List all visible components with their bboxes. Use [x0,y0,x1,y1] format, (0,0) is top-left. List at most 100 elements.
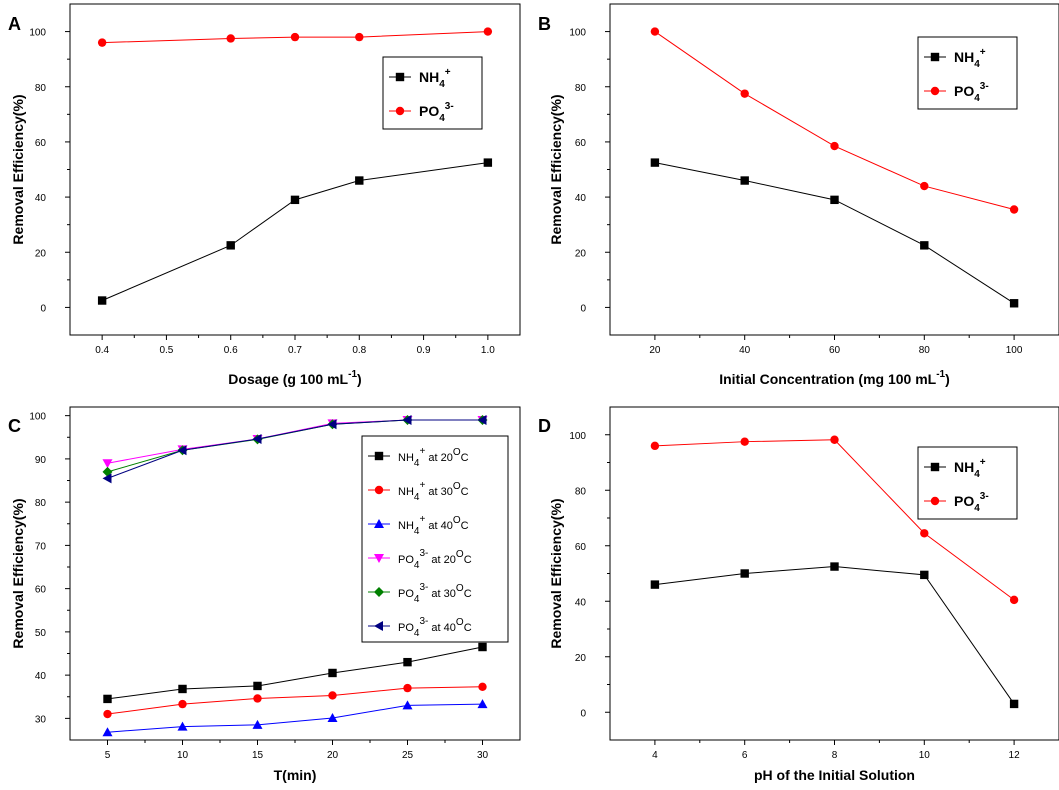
x-tick-label: 10 [919,750,931,761]
y-tick-label: 60 [35,138,47,149]
data-point [403,657,412,667]
x-axis-label: Dosage (g 100 mL-1) [228,369,361,387]
legend-label: NH4+ at 40OC [398,514,469,537]
x-tick-label: 0.5 [159,345,173,356]
data-point [403,683,412,693]
legend-box [382,56,483,130]
data-point [830,435,839,444]
x-tick-label: 5 [105,750,111,761]
chart-panel-b: 20 40 60 80 100 0 20 40 60 80 100 B Removal Efficien… [538,3,1059,387]
data-point [740,176,749,185]
data-point [178,684,187,694]
panel-label: D [538,416,551,436]
data-point [1009,205,1019,214]
y-axis-label: Removal Efficiency(%) [10,94,26,244]
data-point [650,158,660,167]
data-point [1009,595,1019,605]
y-tick-label: 60 [35,585,47,596]
legend-marker [374,519,384,528]
y-tick-label: 100 [569,431,586,442]
y-tick-label: 40 [35,193,47,204]
legend-label: PO43- [954,491,989,514]
legend: NH4+ at 20OC NH4+ at 30OC NH4+ at 40OC PO43… [361,435,509,643]
legend-label: PO43- at 40OC [398,616,472,639]
data-point [177,721,188,731]
legend-label: PO43- at 20OC [398,548,472,571]
series-line [107,703,483,733]
data-point [355,32,364,42]
x-tick-label: 0.7 [288,345,302,356]
data-point [102,727,113,737]
data-point [477,414,487,425]
x-tick-label: 0.6 [224,345,238,356]
data-point [253,681,262,691]
legend: NH4+ PO43- [917,446,1018,520]
legend-marker [395,106,405,116]
y-tick-label: 100 [569,28,586,39]
data-point [920,529,929,538]
legend-marker [374,587,384,597]
y-tick-label: 50 [35,628,47,639]
data-point [402,700,413,710]
series-line [654,162,1015,304]
data-point [920,181,929,191]
y-tick-label: 20 [575,248,587,259]
series-1 [650,27,1019,214]
x-axis-label: T(min) [274,767,317,783]
y-tick-label: 20 [35,248,47,259]
x-tick-label: 60 [829,345,841,356]
y-axis-label: Removal Efficiency(%) [548,498,564,648]
series-line [654,566,1015,705]
data-point [920,241,929,250]
y-tick-label: 70 [35,541,47,552]
series-0 [103,642,487,704]
data-point [830,562,839,571]
data-point [483,158,493,167]
legend-marker [374,554,384,563]
x-tick-label: 0.9 [417,345,431,356]
legend-label: PO43- at 30OC [398,582,472,605]
y-tick-label: 40 [575,193,587,204]
x-tick-label: 100 [1006,345,1023,356]
x-axis-label: pH of the Initial Solution [754,767,915,783]
y-tick-label: 20 [575,653,587,664]
data-point [478,682,487,692]
x-axis-label: Initial Concentration (mg 100 mL-1) [719,369,950,387]
legend-marker [930,496,940,506]
data-point [252,434,262,445]
data-point [830,195,839,205]
panel-label: A [8,14,21,34]
data-point [102,473,112,484]
x-tick-label: 1.0 [481,345,495,356]
data-point [740,569,749,578]
chart-panel-d: 4 6 8 10 12 0 20 40 60 80 100 D Removal Efficiency(%… [538,406,1059,783]
series-0 [650,562,1019,709]
x-tick-label: 10 [177,750,189,761]
y-tick-label: 60 [575,138,587,149]
legend-marker [930,86,940,96]
y-tick-label: 90 [35,455,47,466]
y-tick-label: 40 [575,597,587,608]
legend-marker [930,462,940,472]
data-point [477,699,488,709]
legend-label: NH4+ [954,47,986,70]
y-axis-label: Removal Efficiency(%) [548,94,564,244]
y-tick-label: 0 [580,708,586,719]
data-point [1009,699,1019,709]
legend: NH4+ PO43- [917,36,1018,110]
data-point [226,241,235,250]
data-point [327,419,337,430]
series-2 [102,699,488,737]
data-point [355,176,364,185]
series-5 [102,414,487,484]
y-tick-label: 0 [40,303,46,314]
x-tick-label: 6 [742,750,748,761]
data-point [740,437,749,446]
y-tick-label: 80 [35,498,47,509]
legend-marker [930,52,940,62]
chart-panel-c: 5 10 15 20 25 30 30 40 50 60 70 80 90 100 C Removal Eff… [8,406,521,783]
y-tick-label: 0 [580,303,586,314]
data-point [177,445,187,456]
series-line [107,646,483,700]
